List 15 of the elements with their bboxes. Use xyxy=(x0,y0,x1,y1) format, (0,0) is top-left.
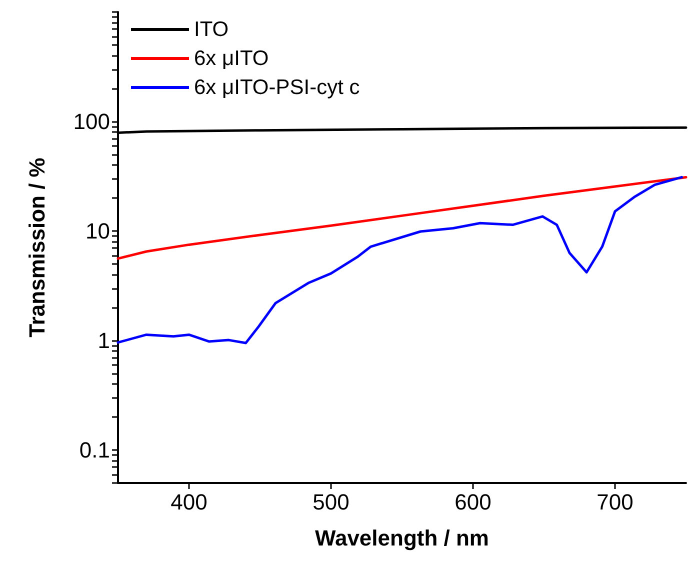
line-series xyxy=(116,176,688,260)
line-series xyxy=(116,176,683,344)
y-tick-label: 1 xyxy=(98,328,110,354)
y-tick-label: 10 xyxy=(86,218,110,244)
y-axis-title: Transmission / % xyxy=(24,158,50,338)
y-tick-label: 100 xyxy=(73,109,110,134)
y-tick-label: 0.1 xyxy=(79,438,110,463)
x-axis-title: Wavelength / nm xyxy=(315,526,489,550)
legend-label: 6x μITO xyxy=(194,47,269,70)
legend-label: ITO xyxy=(194,18,229,41)
legend-label: 6x μITO-PSI-cyt c xyxy=(194,76,360,99)
x-tick-label: 600 xyxy=(454,490,492,514)
x-tick-label: 400 xyxy=(170,490,208,514)
x-tick-label: 500 xyxy=(312,490,350,514)
x-tick-label: 700 xyxy=(596,490,634,514)
